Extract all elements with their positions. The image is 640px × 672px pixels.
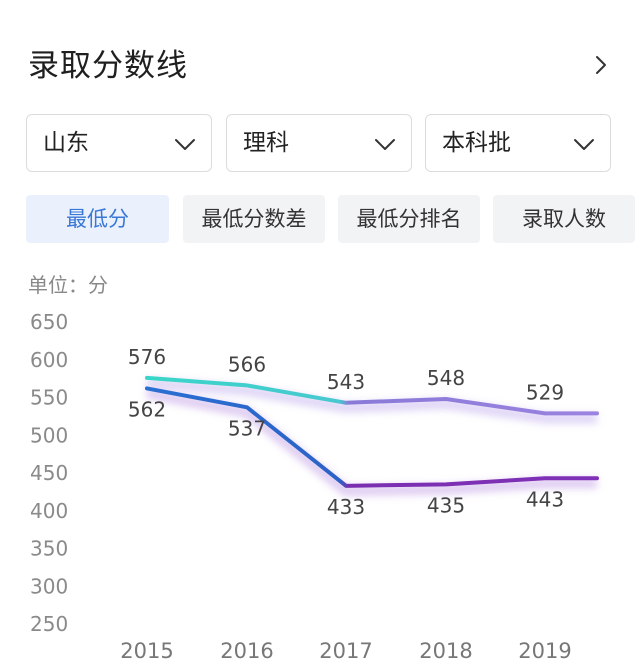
page-header: 录取分数线 (28, 40, 618, 92)
y-tick-label: 350 (30, 537, 68, 561)
chevron-down-icon (375, 139, 395, 150)
data-label: 543 (327, 370, 365, 394)
x-tick-label: 2016 (220, 639, 273, 663)
y-tick-label: 600 (30, 348, 68, 372)
tab-min-score-rank[interactable]: 最低分排名 (338, 195, 480, 243)
tab-admission-count[interactable]: 录取人数 (493, 195, 635, 243)
data-label: 435 (427, 493, 465, 517)
x-tick-label: 2018 (419, 639, 472, 663)
y-tick-label: 550 (30, 386, 68, 410)
chart-canvas: 单位：分 250 300 350 400 450 500 550 600 650 576 566 5… (28, 273, 599, 663)
data-label: 537 (228, 416, 266, 440)
y-tick-label: 250 (30, 612, 68, 636)
score-line-chart: 单位：分 250 300 350 400 450 500 550 600 650 576 566 5… (0, 260, 640, 672)
data-label: 576 (128, 345, 166, 369)
x-tick-label: 2015 (120, 639, 173, 663)
chevron-down-icon (574, 139, 594, 150)
y-tick-label: 450 (30, 461, 68, 485)
x-tick-label: 2019 (518, 639, 571, 663)
data-label: 548 (427, 366, 465, 390)
data-label: 529 (526, 380, 564, 404)
data-label: 566 (228, 352, 266, 376)
y-tick-label: 650 (30, 310, 68, 334)
filter-row: 山东 理科 本科批 (26, 114, 616, 174)
x-tick-label: 2017 (319, 639, 372, 663)
subject-select[interactable]: 理科 (226, 114, 412, 172)
province-select[interactable]: 山东 (26, 114, 212, 172)
subject-select-value: 理科 (243, 130, 289, 156)
page-title: 录取分数线 (28, 48, 188, 84)
y-tick-label: 300 (30, 574, 68, 598)
data-label: 443 (526, 487, 564, 511)
y-tick-label: 400 (30, 499, 68, 523)
chart-unit-label: 单位：分 (28, 273, 108, 297)
series-lower-line-shadow (146, 388, 597, 496)
tab-min-score-diff[interactable]: 最低分数差 (183, 195, 325, 243)
chevron-down-icon (175, 139, 195, 150)
batch-select[interactable]: 本科批 (425, 114, 611, 172)
series-upper-line-shadow (146, 377, 597, 424)
data-label: 433 (327, 495, 365, 519)
tab-min-score[interactable]: 最低分 (26, 195, 169, 243)
batch-select-value: 本科批 (442, 130, 511, 156)
y-tick-label: 500 (30, 423, 68, 447)
series-lower-line (145, 386, 599, 488)
series-upper-line (145, 375, 599, 416)
metric-tabs: 最低分 最低分数差 最低分排名 录取人数 (26, 195, 640, 245)
province-select-value: 山东 (43, 130, 89, 156)
data-label: 562 (128, 397, 166, 421)
chevron-right-icon[interactable] (590, 54, 612, 76)
